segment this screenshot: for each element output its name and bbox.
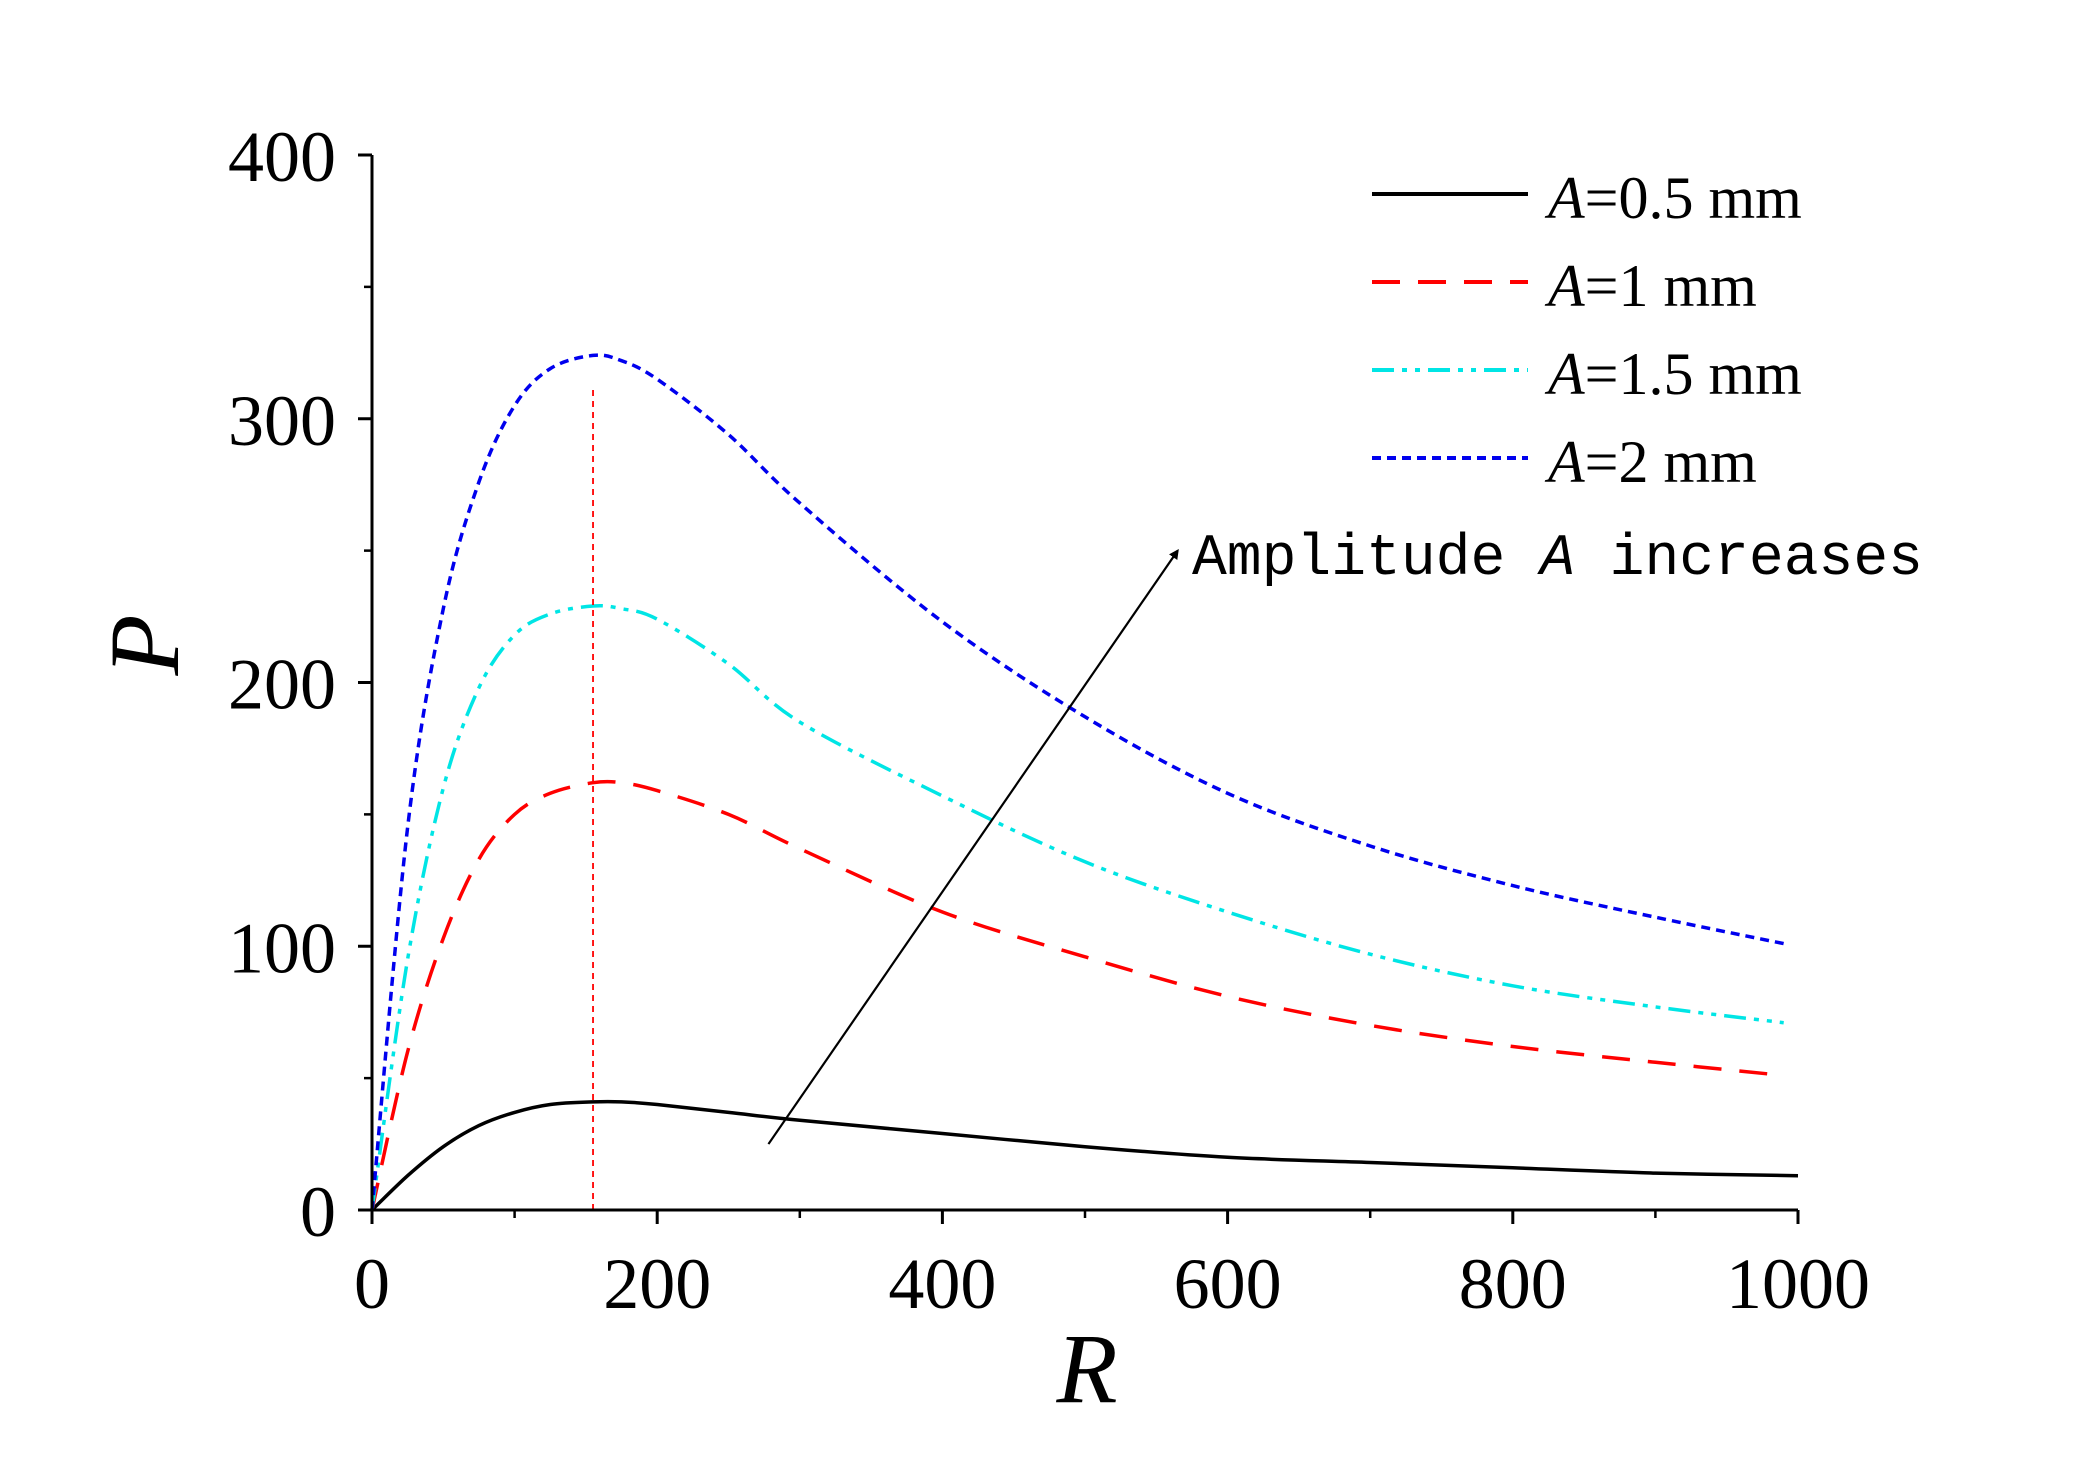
series-layer: [370, 353, 1799, 1212]
x-axis-title: R: [1055, 1313, 1117, 1424]
annotation: Amplitude A increases: [767, 527, 1923, 1145]
series-line: [370, 1099, 1799, 1212]
x-tick-label: 800: [1459, 1244, 1567, 1324]
x-tick-label: 0: [354, 1244, 390, 1324]
series-line: [370, 779, 1784, 1211]
legend-label: A=0.5 mm: [1544, 165, 1802, 231]
y-tick-label: 200: [228, 645, 336, 725]
legend-label: A=1 mm: [1544, 253, 1757, 319]
y-tick-label: 400: [228, 117, 336, 197]
series-line: [370, 353, 1785, 1211]
legend-label: A=2 mm: [1544, 429, 1757, 495]
ticks: 0 200 400 600 800 1000 0 100 200 300 400: [228, 117, 1870, 1324]
annotation-arrow: [767, 548, 1179, 1145]
y-axis-title: P: [89, 614, 200, 676]
x-tick-label: 200: [603, 1244, 711, 1324]
y-tick-label: 300: [228, 381, 336, 461]
y-tick-label: 100: [228, 908, 336, 988]
annotation-label: Amplitude A increases: [1192, 527, 1923, 592]
legend-label: A=1.5 mm: [1544, 341, 1802, 407]
plot-area: 0 200 400 600 800 1000 0 100 200 300 400: [228, 117, 1870, 1324]
x-tick-label: 600: [1174, 1244, 1282, 1324]
series-line: [370, 603, 1784, 1211]
legend: A=0.5 mm A=1 mm A=1.5 mm A=2 mm: [1372, 165, 1802, 495]
x-tick-label: 400: [888, 1244, 996, 1324]
x-tick-label: 1000: [1726, 1244, 1870, 1324]
y-tick-label: 0: [300, 1172, 336, 1252]
